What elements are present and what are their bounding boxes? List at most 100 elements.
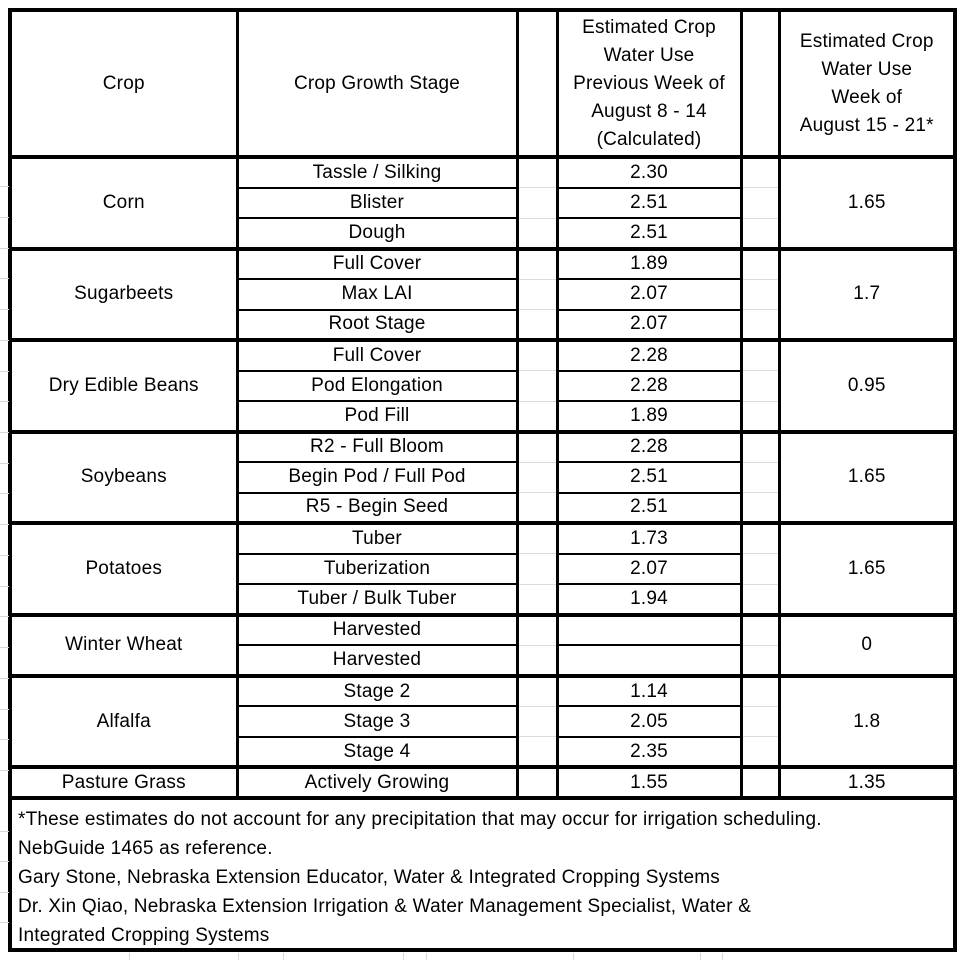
spacer-cell <box>739 401 779 434</box>
table-row: Max LAI 2.07 <box>12 279 953 311</box>
gridline-stub <box>0 709 9 710</box>
crop-name-cell: Dry Edible Beans <box>12 340 237 434</box>
spacer-cell <box>515 492 557 526</box>
prev-week-value-cell: 2.51 <box>555 492 741 526</box>
gridline-stub <box>700 953 701 960</box>
table-row: Sugarbeets Full Cover 1.89 1.7 <box>12 248 953 343</box>
crop-name-cell: Corn <box>12 157 237 251</box>
spacer-cell <box>515 584 557 617</box>
growth-stage-cell: Actively Growing <box>235 767 517 800</box>
prev-week-value-cell: 1.55 <box>555 767 741 800</box>
crop-name-cell: Soybeans <box>12 431 237 526</box>
prev-week-value-cell: 2.07 <box>555 309 741 343</box>
spacer-cell <box>515 309 557 343</box>
growth-stage-cell: Stage 3 <box>235 706 517 738</box>
growth-stage-cell: Stage 4 <box>235 736 517 770</box>
spacer-cell <box>739 614 779 646</box>
spacer-cell <box>739 187 779 219</box>
header-row: Crop Crop Growth Stage Estimated Crop Wa… <box>12 12 953 159</box>
crop-table: Crop Crop Growth Stage Estimated Crop Wa… <box>12 12 953 800</box>
growth-stage-cell: Tassle / Silking <box>235 157 517 189</box>
spacer-cell <box>515 645 557 678</box>
spacer-cell <box>515 767 557 800</box>
growth-stage-cell: Dough <box>235 218 517 251</box>
footnote-line: *These estimates do not account for any … <box>18 809 822 830</box>
week-estimate-cell: 1.8 <box>777 675 953 770</box>
spacer-cell <box>515 340 557 372</box>
table-row: Dry Edible Beans Full Cover 2.28 0.95 <box>12 340 953 434</box>
week-estimate-cell: 0.95 <box>777 340 953 434</box>
gridline-stub <box>0 371 9 372</box>
prev-week-value-cell: 1.14 <box>555 675 741 708</box>
footnote-line: Gary Stone, Nebraska Extension Educator,… <box>18 867 721 888</box>
growth-stage-cell: Begin Pod / Full Pod <box>235 462 517 494</box>
prev-week-value-cell: 2.28 <box>555 431 741 464</box>
gridline-stub <box>0 831 9 832</box>
growth-stage-cell: Tuber <box>235 523 517 555</box>
spacer-cell <box>515 187 557 219</box>
gridline-stub <box>0 217 9 218</box>
prev-week-value-cell: 1.89 <box>555 248 741 281</box>
header-spacer-1 <box>515 12 557 159</box>
gridline-stub <box>0 616 9 617</box>
crop-name-cell: Winter Wheat <box>12 614 237 678</box>
spacer-cell <box>739 340 779 372</box>
spacer-cell <box>515 248 557 280</box>
table-row: Root Stage 2.07 <box>12 309 953 343</box>
spacer-cell <box>739 645 779 678</box>
table-row: Soybeans R2 - Full Bloom 2.28 1.65 <box>12 431 953 526</box>
spacer-cell <box>739 584 779 617</box>
crop-name-cell: Sugarbeets <box>12 248 237 343</box>
spacer-cell <box>515 553 557 585</box>
prev-week-value-cell: 1.89 <box>555 401 741 434</box>
growth-stage-cell: Root Stage <box>235 309 517 343</box>
spacer-cell <box>739 736 779 770</box>
table-row: Pasture Grass Actively Growing 1.55 1.35 <box>12 767 953 800</box>
footnote-line: Dr. Xin Qiao, Nebraska Extension Irrigat… <box>18 896 752 917</box>
prev-week-value-cell: 2.51 <box>555 187 741 220</box>
prev-week-value-cell <box>555 614 741 647</box>
spacer-cell <box>515 157 557 189</box>
spacer-cell <box>739 553 779 585</box>
spacer-cell <box>739 706 779 738</box>
footnotes: *These estimates do not account for any … <box>12 800 953 948</box>
prev-week-value-cell: 1.73 <box>555 523 741 555</box>
table-row: Blister 2.51 <box>12 187 953 220</box>
spacer-cell <box>739 248 779 280</box>
week-estimate-cell: 1.7 <box>777 248 953 343</box>
prev-week-value-cell: 2.51 <box>555 462 741 494</box>
gridline-stub <box>0 586 9 587</box>
header-crop: Crop <box>12 12 237 159</box>
spacer-cell <box>515 431 557 463</box>
gridline-stub <box>0 555 9 556</box>
table-row: Corn Tassle / Silking 2.30 1.65 <box>12 157 953 251</box>
growth-stage-cell: Tuber / Bulk Tuber <box>235 584 517 617</box>
spacer-cell <box>515 370 557 402</box>
spacer-cell <box>739 157 779 189</box>
gridline-stub <box>0 770 9 771</box>
week-estimate-cell: 1.65 <box>777 523 953 617</box>
spacer-cell <box>739 492 779 526</box>
spacer-cell <box>515 218 557 251</box>
gridline-stub <box>0 186 9 187</box>
spacer-cell <box>515 462 557 494</box>
header-prev-week: Estimated Crop Water Use Previous Week o… <box>555 12 741 159</box>
gridline-stub <box>0 278 9 279</box>
gridline-stub <box>0 739 9 740</box>
gridline-stub <box>0 861 9 862</box>
spacer-cell <box>739 370 779 402</box>
prev-week-value-cell: 2.35 <box>555 736 741 770</box>
spacer-cell <box>739 218 779 251</box>
week-estimate-cell: 1.65 <box>777 431 953 526</box>
growth-stage-cell: R2 - Full Bloom <box>235 431 517 464</box>
header-week: Estimated Crop Water Use Week of August … <box>777 12 953 159</box>
gridline-stub <box>573 953 574 960</box>
table-row: R5 - Begin Seed 2.51 <box>12 492 953 526</box>
spacer-cell <box>739 309 779 343</box>
table-row: Potatoes Tuber 1.73 1.65 <box>12 523 953 617</box>
spacer-cell <box>515 401 557 434</box>
crop-name-cell: Pasture Grass <box>12 767 237 800</box>
prev-week-value-cell: 2.07 <box>555 279 741 311</box>
gridline-stub <box>0 922 9 923</box>
spacer-cell <box>515 736 557 770</box>
